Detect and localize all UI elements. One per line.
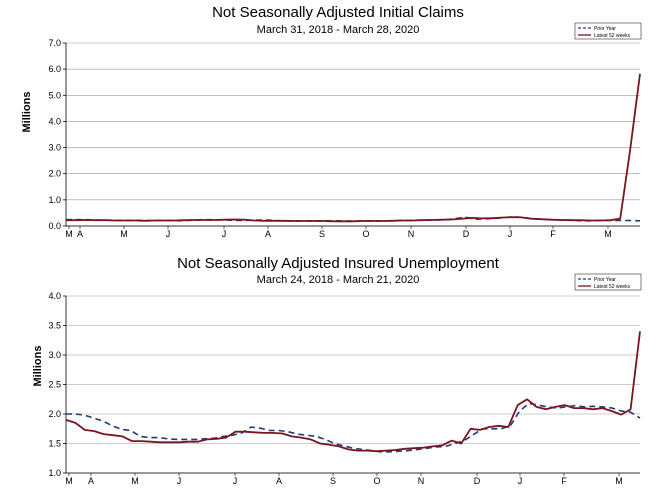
x-tick-label: J: [233, 476, 238, 486]
y-tick-label: 2.5: [48, 380, 61, 390]
x-tick-label: S: [330, 476, 336, 486]
x-tick-label: S: [319, 229, 325, 239]
legend-box: [574, 273, 642, 291]
y-axis-label: Millions: [32, 346, 44, 387]
chart-title: Not Seasonally Adjusted Insured Unemploy…: [177, 255, 500, 272]
chart-title: Not Seasonally Adjusted Initial Claims: [212, 4, 464, 21]
y-tick-label: 6.0: [48, 64, 61, 74]
x-tick-label: A: [77, 229, 83, 239]
y-tick-label: 3.0: [48, 350, 61, 360]
x-tick-label: N: [408, 229, 415, 239]
x-tick-label: N: [418, 476, 425, 486]
x-tick-label: M: [604, 229, 612, 239]
x-tick-label: J: [222, 229, 227, 239]
chart-1: Not Seasonally Adjusted Initial Claims Ma…: [21, 4, 642, 239]
x-tick-label: J: [518, 476, 523, 486]
legend-label: Prior Year: [594, 26, 616, 32]
x-tick-label: A: [276, 476, 282, 486]
x-tick-label: F: [550, 229, 556, 239]
x-tick-label: D: [463, 229, 470, 239]
x-tick-label: O: [362, 229, 369, 239]
y-tick-label: 1.5: [48, 439, 61, 449]
x-tick-label: A: [88, 476, 94, 486]
y-tick-label: 0.0: [48, 221, 61, 231]
chart-subtitle: March 24, 2018 - March 21, 2020: [257, 274, 420, 286]
series-line-latest-52-weeks: [66, 73, 641, 223]
y-tick-label: 1.0: [48, 195, 61, 205]
legend-box: [574, 22, 642, 40]
x-tick-label: F: [561, 476, 567, 486]
y-tick-label: 1.0: [48, 468, 61, 478]
x-tick-label: J: [508, 229, 513, 239]
chart-2: Not Seasonally Adjusted Insured Unemploy…: [32, 255, 642, 486]
x-tick-label: O: [373, 476, 380, 486]
series-line-prior-year: [66, 402, 641, 453]
legend-label: Latest 52 weeks: [594, 284, 631, 290]
x-tick-label: M: [131, 476, 139, 486]
x-tick-label: M: [615, 476, 623, 486]
chart-subtitle: March 31, 2018 - March 28, 2020: [257, 24, 420, 36]
y-axis-label: Millions: [21, 92, 33, 133]
x-tick-label: J: [166, 229, 171, 239]
x-tick-label: D: [474, 476, 481, 486]
y-tick-label: 5.0: [48, 90, 61, 100]
y-tick-label: 4.0: [48, 291, 61, 301]
y-tick-label: 7.0: [48, 38, 61, 48]
y-tick-label: 2.0: [48, 169, 61, 179]
x-tick-label: M: [65, 476, 73, 486]
legend-label: Prior Year: [594, 277, 616, 283]
x-tick-label: M: [65, 229, 73, 239]
x-tick-label: J: [177, 476, 182, 486]
y-tick-label: 4.0: [48, 116, 61, 126]
x-tick-label: A: [265, 229, 271, 239]
legend-label: Latest 52 weeks: [594, 33, 631, 39]
y-tick-label: 2.0: [48, 409, 61, 419]
series-line-latest-52-weeks: [65, 331, 641, 453]
x-tick-label: M: [120, 229, 128, 239]
y-tick-label: 3.0: [48, 143, 61, 153]
y-tick-label: 3.5: [48, 321, 61, 331]
